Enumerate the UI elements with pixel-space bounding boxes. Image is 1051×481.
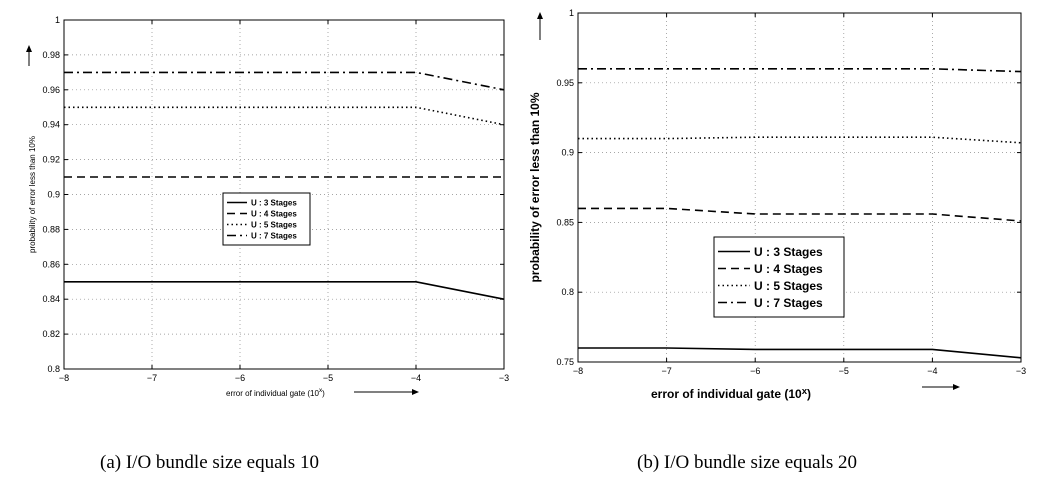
series-line-4 [578,68,1022,73]
x-tick-label: −8 [573,366,583,376]
x-tick-label: −6 [750,366,760,376]
plot-frame [577,12,1022,363]
series-line-4 [64,71,505,91]
legend-entry: U : 4 Stages [251,209,297,218]
x-tick-label: −6 [235,373,245,383]
y-tick-label: 0.9 [47,190,60,200]
y-tick-label: 1 [55,15,60,25]
y-tick-label: 0.82 [42,329,60,339]
y-tick-label: 0.75 [556,357,574,367]
y-tick-label: 0.85 [556,217,574,227]
legend-entry: U : 5 Stages [754,279,823,293]
y-direction-arrowhead [26,45,32,52]
x-tick-label: −5 [323,373,333,383]
legend-entry: U : 3 Stages [251,198,297,207]
y-direction-arrowhead [537,12,543,19]
chart-b: −8 −7 −6 −5 −4 −3 0.75 0.8 0.85 0.9 0.95 1 probabili… [528,8,1026,401]
x-tick-label: −4 [411,373,421,383]
chart-a: −8 −7 −6 −5 −4 −3 0.8 0.82 0.84 0.86 0.88 0.9 0.92 0.… [26,15,509,398]
x-tick-label: −7 [661,366,671,376]
series-line-3 [64,106,505,126]
x-tick-label: −4 [927,366,937,376]
y-axis-label: probability of error less than 10% [28,136,37,253]
y-tick-label: 0.88 [42,224,60,234]
x-axis-label: error of individual gate (10x) [651,386,811,401]
legend-entry: U : 5 Stages [251,220,297,229]
caption-b: (b) I/O bundle size equals 20 [637,452,858,473]
series-line-1 [64,280,505,300]
x-tick-label: −3 [499,373,509,383]
legend: U : 3 Stages U : 4 Stages U : 5 Stages U : … [713,236,845,318]
x-tick-label: −3 [1016,366,1026,376]
x-direction-arrowhead [412,389,419,395]
y-tick-label: 0.95 [556,78,574,88]
x-tick-label: −8 [59,373,69,383]
series-line-2 [578,207,1022,222]
legend-entry: U : 4 Stages [754,262,823,276]
y-tick-label: 0.8 [561,287,574,297]
y-tick-label: 0.84 [42,294,60,304]
legend: U : 3 Stages U : 4 Stages U : 5 Stages U : … [222,192,311,246]
y-tick-label: 1 [569,8,574,18]
legend-box [222,192,311,246]
series-line-1 [578,347,1022,359]
x-direction-arrowhead [953,384,960,390]
y-tick-label: 0.86 [42,259,60,269]
x-tick-label: −5 [839,366,849,376]
y-axis-label: probability of error less than 10% [528,92,542,282]
legend-box [713,236,845,318]
y-tick-label: 0.8 [47,364,60,374]
y-tick-label: 0.92 [42,155,60,165]
y-tick-label: 0.9 [561,148,574,158]
caption-a: (a) I/O bundle size equals 10 [100,452,319,473]
y-tick-label: 0.98 [42,50,60,60]
legend-entry: U : 7 Stages [251,231,297,240]
x-tick-label: −7 [147,373,157,383]
legend-entry: U : 3 Stages [754,245,823,259]
x-axis-label: error of individual gate (10x) [226,387,325,398]
series-line-3 [578,136,1022,144]
y-tick-label: 0.94 [42,120,60,130]
legend-entry: U : 7 Stages [754,296,823,310]
y-tick-label: 0.96 [42,85,60,95]
